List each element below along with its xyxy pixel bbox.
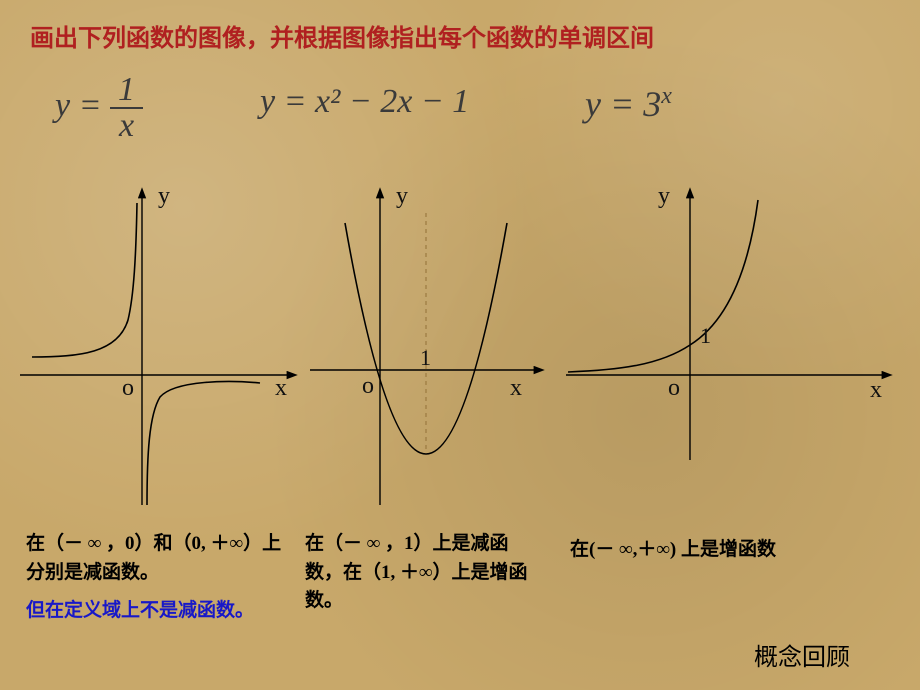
curve-branch-2 (147, 381, 260, 505)
charts-area: y x o y x o 1 (0, 175, 920, 515)
y-axis-label: y (158, 183, 170, 210)
formula-reciprocal: y = 1x (55, 73, 143, 143)
chart-reciprocal: y x o (10, 175, 310, 515)
desc-reciprocal-line1: 在（－ ∞ ，0）和（0, ＋∞）上分别是减函数。 (26, 530, 296, 587)
chart-exponential: y x o 1 (560, 175, 910, 515)
formula-parabola: y = x² − 2x − 1 (260, 83, 469, 121)
formula-exponential: y = 3x (585, 83, 672, 125)
origin-label: o (362, 373, 374, 400)
f1-den: x (110, 109, 143, 143)
x-axis-label: x (510, 375, 522, 402)
f2-text: y = x² − 2x − 1 (260, 83, 469, 120)
page-title: 画出下列函数的图像，并根据图像指出每个函数的单调区间 (30, 18, 654, 53)
f1-y: y (55, 87, 70, 124)
f1-num: 1 (110, 73, 143, 109)
parabola-curve (345, 223, 507, 454)
chart-exponential-svg (560, 175, 910, 515)
formula-row: y = 1x y = x² − 2x − 1 y = 3x (0, 65, 920, 155)
y-axis-label: y (396, 183, 408, 210)
desc-reciprocal-note: 但在定义域上不是减函数。 (26, 597, 296, 626)
chart-parabola: y x o 1 (300, 175, 560, 515)
f1-fraction: 1x (110, 73, 143, 143)
desc-parabola: 在（－ ∞ ，1）上是减函数，在（1, ＋∞）上是增函数。 (305, 530, 543, 616)
intercept-label: 1 (700, 323, 711, 349)
y-axis-label: y (658, 183, 670, 210)
chart-reciprocal-svg (10, 175, 310, 515)
origin-label: o (668, 375, 680, 402)
x-axis-label: x (275, 375, 287, 402)
footer-label: 概念回顾 (754, 637, 850, 672)
desc-exponential: 在(－ ∞,＋∞) 上是增函数 (570, 536, 800, 565)
exp-curve (568, 200, 758, 372)
curve-branch-1 (32, 203, 137, 357)
origin-label: o (122, 375, 134, 402)
desc-reciprocal: 在（－ ∞ ，0）和（0, ＋∞）上分别是减函数。 但在定义域上不是减函数。 (26, 530, 296, 626)
f3-base: y = 3 (585, 84, 661, 124)
f3-exp: x (661, 83, 672, 109)
f1-eq: = (70, 87, 110, 124)
x-axis-label: x (870, 377, 882, 404)
vertex-label: 1 (420, 345, 431, 371)
